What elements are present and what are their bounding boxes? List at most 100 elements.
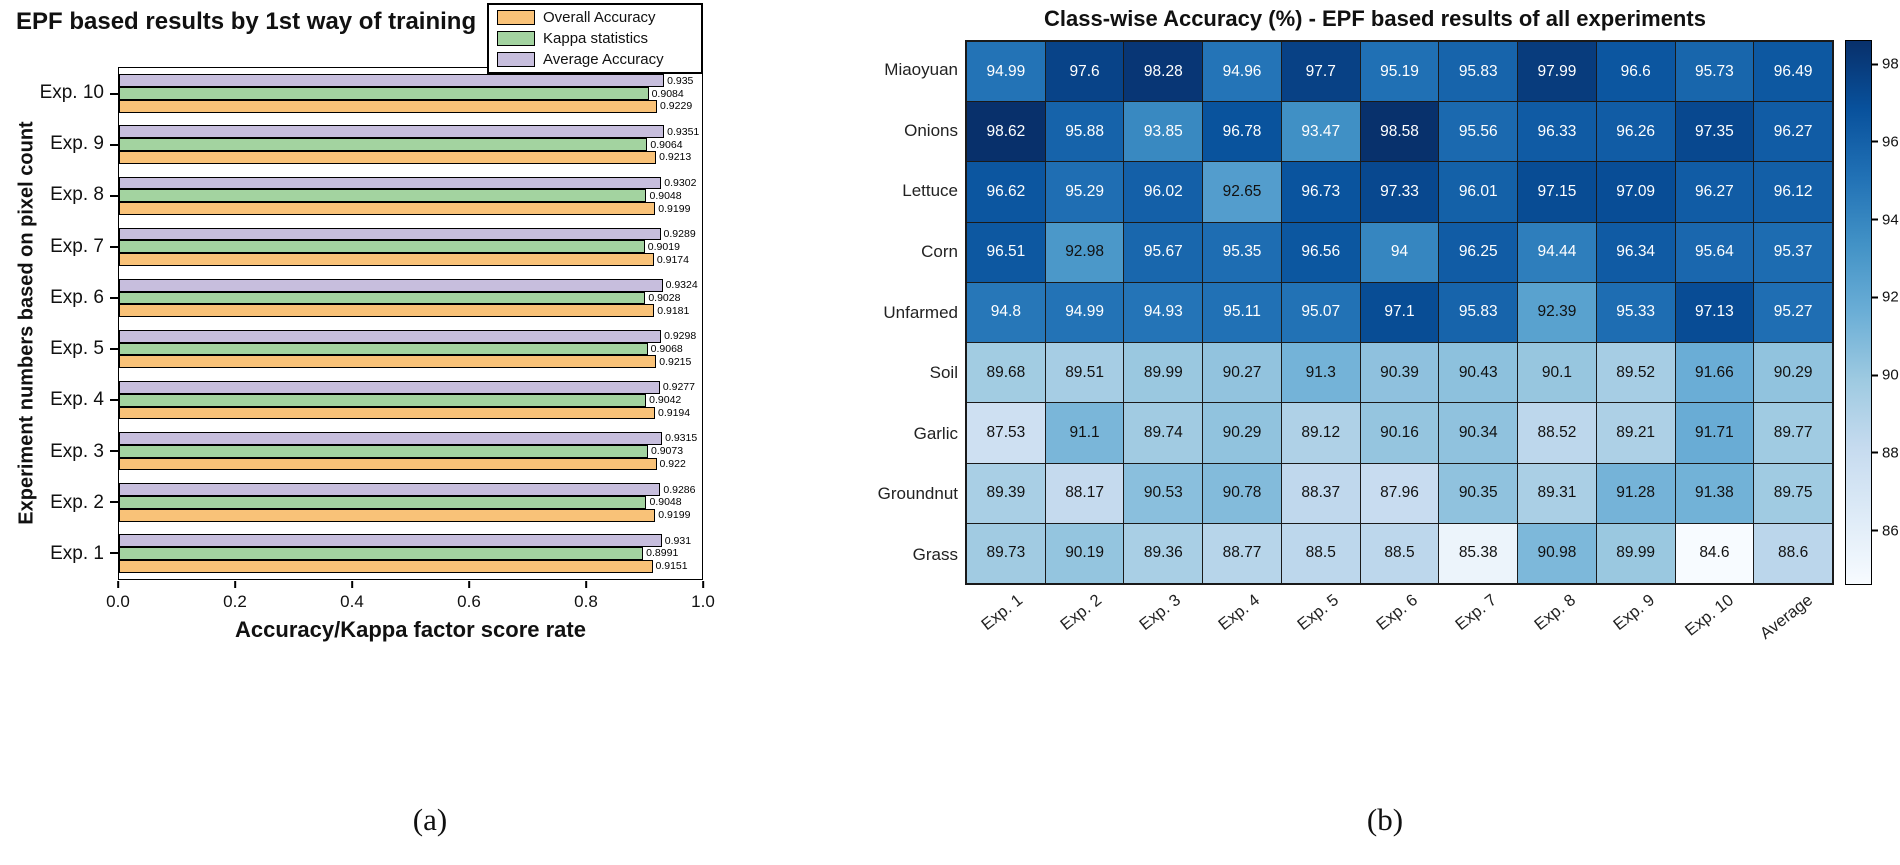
- heatmap-title: Class-wise Accuracy (%) - EPF based resu…: [1044, 6, 1706, 31]
- heatmap-cell: 93.47: [1281, 102, 1360, 162]
- y-tick-label: Exp. 2: [50, 492, 104, 514]
- heatmap-cell: 90.29: [1203, 403, 1281, 463]
- y-tick-mark: [110, 348, 118, 351]
- heatmap-cell: 88.17: [1045, 463, 1124, 523]
- y-tick-mark: [110, 399, 118, 402]
- y-tick-mark: [110, 552, 118, 555]
- heatmap-column-label: Exp. 5: [1293, 591, 1342, 634]
- heatmap-cell: 90.1: [1518, 343, 1596, 403]
- x-tick: 0.2: [223, 581, 247, 612]
- heatmap-cell: 95.67: [1124, 222, 1203, 282]
- heatmap-grid: 94.99 97.6 98.28 94.96 97.7 95.19 95.83 97.99 96…: [965, 40, 1834, 585]
- heatmap-column-label: Exp. 2: [1056, 591, 1105, 634]
- heatmap-cell: 88.37: [1281, 463, 1360, 523]
- heatmap-column-label: Exp. 4: [1214, 591, 1263, 634]
- heatmap-cell: 96.51: [967, 222, 1045, 282]
- bar: [119, 483, 661, 496]
- legend-label: Average Accuracy: [543, 51, 664, 68]
- heatmap-cell: 97.15: [1518, 162, 1596, 222]
- bar-x-tick-labels: 0.0 0.2 0.4 0.6 0.8 1.0: [106, 581, 715, 615]
- bar: [119, 342, 648, 356]
- x-tick: 0.0: [106, 581, 130, 612]
- heatmap-cell: 90.29: [1754, 343, 1832, 403]
- heatmap-row-label: Grass: [912, 544, 958, 564]
- bar: [119, 547, 644, 560]
- heatmap-cell: 90.39: [1360, 343, 1439, 403]
- heatmap-cell: 90.98: [1518, 523, 1596, 583]
- x-tick-label: 0.8: [574, 592, 598, 611]
- y-tick-label: Exp. 10: [39, 81, 104, 103]
- bar: [119, 138, 648, 152]
- bar: [119, 189, 647, 203]
- colorbar-tick: 96: [1872, 133, 1899, 150]
- bar: [119, 495, 647, 509]
- heatmap-row-label: Garlic: [913, 423, 958, 443]
- heatmap-cell: 89.31: [1518, 463, 1596, 523]
- legend-swatch: [497, 10, 535, 25]
- x-tick: 0.6: [457, 581, 481, 612]
- bar: [119, 125, 665, 139]
- bar-value-label: 0.935: [667, 74, 694, 87]
- heatmap-cell: 88.5: [1281, 523, 1360, 583]
- heatmap-cell: 95.83: [1439, 282, 1518, 343]
- heatmap-cell: 97.35: [1675, 102, 1754, 162]
- heatmap-cell: 95.19: [1360, 42, 1439, 102]
- x-tick-mark: [701, 581, 704, 588]
- heatmap-cell: 88.52: [1518, 403, 1596, 463]
- heatmap-cell: 96.56: [1281, 222, 1360, 282]
- colorbar-tick: 86: [1872, 522, 1899, 539]
- bar-value-label: 0.9286: [663, 483, 696, 496]
- heatmap-cell: 90.78: [1203, 463, 1281, 523]
- x-tick: 0.8: [574, 581, 598, 612]
- bar-value-label: 0.9229: [660, 100, 693, 113]
- y-tick-label: Exp. 1: [50, 543, 104, 565]
- heatmap-column-label: Average: [1756, 591, 1816, 643]
- bar: [119, 393, 647, 407]
- heatmap-cell: 92.98: [1045, 222, 1124, 282]
- bar-value-label: 0.9042: [649, 393, 682, 406]
- heatmap-cell: 87.96: [1360, 463, 1439, 523]
- heatmap-column-label: Exp. 10: [1681, 591, 1737, 640]
- bar-value-label: 0.9351: [667, 125, 700, 138]
- bar-value-label: 0.9028: [648, 291, 681, 304]
- heatmap-cell: 88.6: [1754, 523, 1832, 583]
- bar-value-label: 0.9084: [651, 87, 684, 100]
- heatmap-cell: 89.39: [967, 463, 1045, 523]
- heatmap-cell: 90.35: [1439, 463, 1518, 523]
- colorbar: [1845, 40, 1872, 585]
- heatmap-cell: 96.49: [1754, 42, 1832, 102]
- bar-value-label: 0.9174: [656, 253, 689, 266]
- heatmap-cell: 95.33: [1596, 282, 1675, 343]
- heatmap-cell: 96.26: [1596, 102, 1675, 162]
- heatmap-cell: 96.12: [1754, 162, 1832, 222]
- colorbar-tick-mark: [1872, 529, 1878, 532]
- bar-value-label: 0.9199: [658, 508, 691, 521]
- heatmap-cell: 94.44: [1518, 222, 1596, 282]
- y-tick-mark: [110, 501, 118, 504]
- caption-b: (b): [1366, 802, 1404, 837]
- x-tick-mark: [233, 581, 236, 588]
- heatmap-cell: 91.1: [1045, 403, 1124, 463]
- heatmap-cell: 89.12: [1281, 403, 1360, 463]
- bar-value-label: 0.9073: [650, 445, 684, 457]
- heatmap-cell: 90.27: [1203, 343, 1281, 403]
- heatmap-cell: 97.13: [1675, 282, 1754, 343]
- heatmap-cell: 95.83: [1439, 42, 1518, 102]
- bar: [119, 99, 658, 113]
- legend-swatch: [497, 52, 535, 67]
- heatmap-cell: 92.39: [1518, 282, 1596, 343]
- bar: [119, 304, 655, 318]
- bar-value-label: 0.9064: [650, 138, 683, 151]
- heatmap-cell: 89.68: [967, 343, 1045, 403]
- colorbar-tick-mark: [1872, 296, 1878, 299]
- bar-value-label: 0.8991: [646, 547, 679, 560]
- heatmap-column-label: Exp. 1: [977, 591, 1026, 634]
- heatmap-row-label: Unfarmed: [883, 302, 958, 322]
- heatmap-cell: 88.5: [1360, 523, 1439, 583]
- heatmap-cell: 91.3: [1281, 343, 1360, 403]
- bar-value-label: 0.9315: [665, 432, 698, 445]
- y-tick-label: Exp. 8: [50, 184, 104, 206]
- heatmap-cell: 96.62: [967, 162, 1045, 222]
- heatmap-cell: 94.93: [1124, 282, 1203, 343]
- bar-value-label: 0.9298: [664, 330, 697, 343]
